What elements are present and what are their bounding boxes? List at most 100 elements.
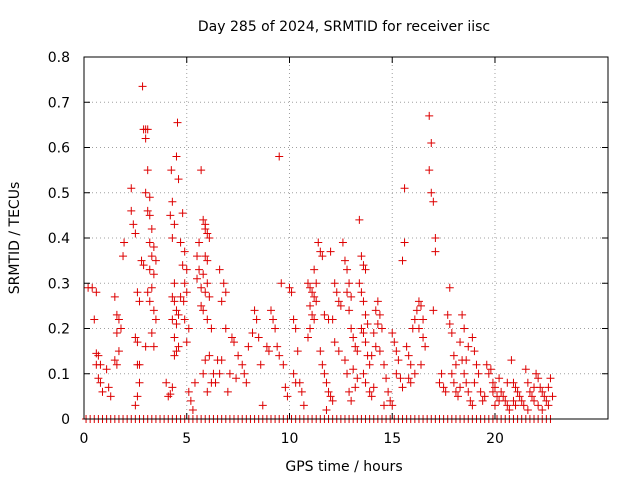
- data-point: [230, 338, 239, 347]
- data-point: [172, 306, 181, 315]
- data-point: [306, 301, 315, 310]
- data-point: [431, 234, 440, 242]
- data-point: [170, 220, 179, 229]
- data-point: [205, 234, 214, 242]
- data-point: [509, 396, 518, 405]
- data-point: [419, 315, 428, 324]
- data-point: [511, 383, 520, 392]
- data-point: [182, 338, 191, 347]
- data-point: [133, 338, 142, 347]
- data-point: [151, 256, 160, 265]
- data-point: [357, 288, 366, 297]
- data-point: [371, 306, 380, 315]
- data-point: [182, 265, 191, 274]
- data-point: [145, 297, 154, 306]
- data-point: [437, 369, 446, 378]
- data-point: [131, 229, 140, 238]
- data-point: [359, 297, 368, 306]
- data-point: [275, 152, 284, 161]
- data-point: [388, 401, 397, 410]
- data-point: [174, 310, 183, 319]
- data-point: [513, 387, 522, 396]
- data-point: [447, 329, 456, 338]
- data-point: [431, 247, 440, 256]
- data-point: [406, 360, 415, 369]
- data-point: [184, 324, 193, 333]
- data-point: [147, 224, 156, 233]
- data-point: [382, 374, 391, 383]
- data-point: [525, 387, 534, 396]
- data-point: [141, 134, 150, 143]
- data-point: [193, 274, 202, 283]
- data-point: [345, 387, 354, 396]
- data-point: [425, 166, 434, 175]
- data-point: [468, 401, 477, 410]
- x-tick-label: 20: [486, 431, 504, 447]
- data-point: [310, 265, 319, 274]
- data-point: [131, 401, 140, 410]
- data-point: [147, 329, 156, 338]
- data-point: [328, 315, 337, 324]
- data-point: [367, 351, 376, 360]
- data-point: [343, 369, 352, 378]
- data-point: [478, 396, 487, 405]
- data-point: [488, 378, 497, 387]
- data-point: [114, 347, 123, 356]
- data-point: [347, 292, 356, 301]
- data-point: [289, 369, 298, 378]
- data-point: [320, 369, 329, 378]
- data-point: [303, 333, 312, 342]
- data-point: [299, 401, 308, 410]
- y-tick-label: 0.3: [48, 276, 70, 292]
- data-point: [365, 387, 374, 396]
- data-point: [173, 118, 182, 127]
- data-point: [271, 324, 280, 333]
- data-point: [398, 383, 407, 392]
- data-point: [532, 369, 541, 378]
- data-point: [170, 351, 179, 360]
- x-tick-label: 15: [383, 431, 401, 447]
- data-point: [338, 238, 347, 247]
- data-point: [404, 351, 413, 360]
- data-point: [172, 319, 181, 328]
- data-point: [470, 378, 479, 387]
- data-point: [538, 387, 547, 396]
- data-point: [343, 265, 352, 274]
- data-point: [201, 224, 210, 233]
- data-point: [351, 383, 360, 392]
- data-point: [172, 152, 181, 161]
- data-point: [488, 387, 497, 396]
- data-point: [203, 387, 212, 396]
- data-point: [174, 175, 183, 184]
- data-point: [361, 265, 370, 274]
- data-point: [215, 265, 224, 274]
- data-point: [359, 369, 368, 378]
- data-point: [273, 342, 282, 351]
- data-point: [322, 378, 331, 387]
- data-point: [139, 261, 148, 270]
- data-point: [340, 356, 349, 365]
- data-point: [186, 396, 195, 405]
- data-point: [199, 270, 208, 279]
- data-point: [386, 396, 395, 405]
- grid: [84, 57, 608, 419]
- data-point: [240, 369, 249, 378]
- data-point: [546, 374, 555, 383]
- data-point: [369, 383, 378, 392]
- data-point: [343, 288, 352, 297]
- data-point: [447, 369, 456, 378]
- data-point: [94, 374, 103, 383]
- data-point: [392, 347, 401, 356]
- data-point: [291, 378, 300, 387]
- data-point: [248, 329, 257, 338]
- data-point: [143, 166, 152, 175]
- data-point: [517, 396, 526, 405]
- data-point: [462, 356, 471, 365]
- y-tick-label: 0.5: [48, 186, 70, 202]
- data-point: [283, 392, 292, 401]
- data-point: [179, 297, 188, 306]
- data-point: [464, 342, 473, 351]
- data-point: [219, 279, 228, 288]
- data-point: [197, 301, 206, 310]
- data-point: [308, 310, 317, 319]
